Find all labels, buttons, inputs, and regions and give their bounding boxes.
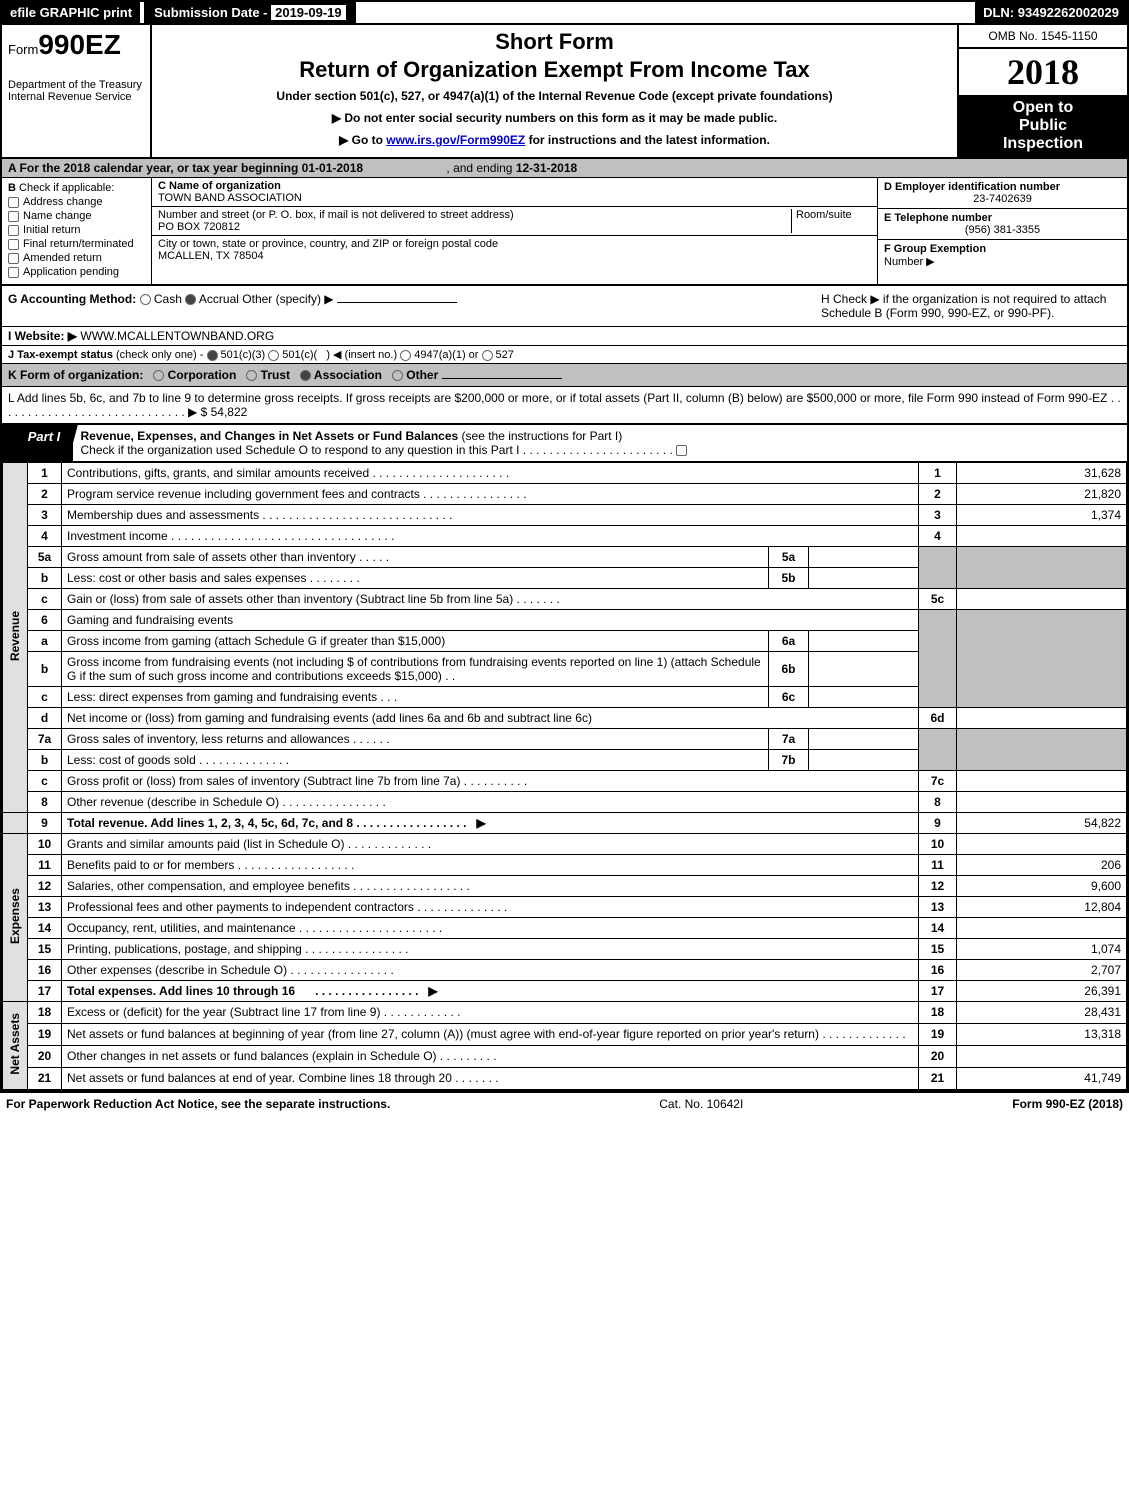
radio-501c3[interactable] [207,350,218,361]
org-city: MCALLEN, TX 78504 [158,250,871,262]
top-bar: efile GRAPHIC print Submission Date - 20… [2,2,1127,25]
phone: (956) 381-3355 [884,224,1121,236]
form-subtitle: Under section 501(c), 527, or 4947(a)(1)… [160,89,949,103]
page-footer: For Paperwork Reduction Act Notice, see … [0,1092,1129,1115]
irs-link[interactable]: www.irs.gov/Form990EZ [386,133,525,147]
org-address: PO BOX 720812 [158,221,791,233]
gross-receipts-value: 54,822 [211,405,248,419]
short-form-title: Short Form [160,29,949,55]
website-url: WWW.MCALLENTOWNBAND.ORG [80,329,274,343]
amt-line-18: 28,431 [957,1002,1127,1024]
tax-year: 2018 [959,49,1127,95]
side-expenses: Expenses [3,834,28,1002]
dln: DLN: 93492262002029 [975,2,1127,23]
section-b: B Check if applicable: Address change Na… [2,178,152,284]
header-middle: Short Form Return of Organization Exempt… [152,25,957,157]
amt-line-4 [957,526,1127,547]
radio-trust[interactable] [246,370,257,381]
efile-print[interactable]: efile GRAPHIC print [2,2,140,23]
footer-cat-no: Cat. No. 10642I [390,1097,1012,1111]
chk-name-change[interactable] [8,211,19,222]
radio-501c[interactable] [268,350,279,361]
amt-line-6d [957,708,1127,729]
subval-6c [809,687,919,708]
subval-5b [809,568,919,589]
radio-other-org[interactable] [392,370,403,381]
amt-line-20 [957,1045,1127,1067]
form-990ez: efile GRAPHIC print Submission Date - 20… [0,0,1129,1092]
amt-line-19: 13,318 [957,1023,1127,1045]
submission-date-label: Submission Date - 2019-09-19 [144,2,356,23]
form-title: Return of Organization Exempt From Incom… [160,57,949,83]
section-k-form-org: K Form of organization: Corporation Trus… [2,364,1127,387]
section-j-tax-status: J Tax-exempt status (check only one) - 5… [2,346,1127,364]
part-1-header: Part I Revenue, Expenses, and Changes in… [2,425,1127,462]
sections-g-h: G Accounting Method: Cash Accrual Other … [2,286,1127,327]
goto-link-row: ▶ Go to www.irs.gov/Form990EZ for instru… [160,133,949,147]
radio-accrual[interactable] [185,294,196,305]
chk-final-return[interactable] [8,239,19,250]
section-l-gross-receipts: L Add lines 5b, 6c, and 7b to line 9 to … [2,387,1127,425]
radio-association[interactable] [300,370,311,381]
subval-6b [809,652,919,687]
amt-line-7c [957,771,1127,792]
amt-line-16: 2,707 [957,960,1127,981]
section-h: H Check ▶ if the organization is not req… [821,292,1121,320]
amt-line-2: 21,820 [957,484,1127,505]
amt-line-13: 12,804 [957,897,1127,918]
form-header: Form990EZ Department of the Treasury Int… [2,25,1127,157]
radio-cash[interactable] [140,294,151,305]
radio-corporation[interactable] [153,370,164,381]
amt-line-10 [957,834,1127,855]
chk-amended-return[interactable] [8,253,19,264]
subval-7b [809,750,919,771]
part-1-table: Revenue 1 Contributions, gifts, grants, … [2,462,1127,1090]
section-a-tax-year: A For the 2018 calendar year, or tax yea… [2,157,1127,178]
amt-line-17: 26,391 [957,981,1127,1002]
other-specify-line [337,302,457,303]
amt-line-15: 1,074 [957,939,1127,960]
section-c: C Name of organization TOWN BAND ASSOCIA… [152,178,877,284]
amt-line-9: 54,822 [957,813,1127,834]
chk-address-change[interactable] [8,197,19,208]
amt-line-1: 31,628 [957,463,1127,484]
amt-line-14 [957,918,1127,939]
radio-4947[interactable] [400,350,411,361]
header-right: OMB No. 1545-1150 2018 Open to Public In… [957,25,1127,157]
amt-line-5c [957,589,1127,610]
side-net-assets: Net Assets [3,1002,28,1090]
org-name: TOWN BAND ASSOCIATION [158,192,871,204]
radio-527[interactable] [482,350,493,361]
section-i-website: I Website: ▶ WWW.MCALLENTOWNBAND.ORG [2,327,1127,346]
open-public-inspection: Open to Public Inspection [959,95,1127,157]
amt-line-3: 1,374 [957,505,1127,526]
ein: 23-7402639 [884,193,1121,205]
amt-line-8 [957,792,1127,813]
ssn-warning: Do not enter social security numbers on … [160,111,949,125]
amt-line-21: 41,749 [957,1067,1127,1089]
subval-7a [809,729,919,750]
amt-line-11: 206 [957,855,1127,876]
chk-initial-return[interactable] [8,225,19,236]
subval-5a [809,547,919,568]
subval-6a [809,631,919,652]
chk-schedule-o[interactable] [676,445,687,456]
sections-d-e-f: D Employer identification number 23-7402… [877,178,1127,284]
chk-application-pending[interactable] [8,267,19,278]
info-grid: B Check if applicable: Address change Na… [2,178,1127,286]
amt-line-12: 9,600 [957,876,1127,897]
omb-number: OMB No. 1545-1150 [959,25,1127,49]
footer-left: For Paperwork Reduction Act Notice, see … [6,1097,390,1111]
footer-form-ref: Form 990-EZ (2018) [1012,1097,1123,1111]
room-suite: Room/suite [791,209,871,233]
treasury-dept: Department of the Treasury Internal Reve… [8,79,144,103]
side-revenue: Revenue [3,463,28,813]
header-left: Form990EZ Department of the Treasury Int… [2,25,152,157]
form-number: Form990EZ [8,29,144,61]
